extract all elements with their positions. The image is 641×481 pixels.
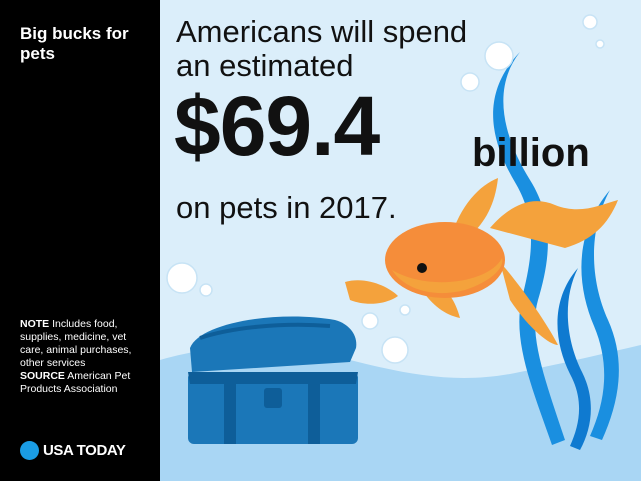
seaweed-icon bbox=[493, 52, 619, 450]
illustration-panel: Americans will spend an estimated $69.4 … bbox=[160, 0, 641, 481]
goldfish-icon bbox=[345, 178, 618, 345]
headline-line-2: an estimated bbox=[176, 48, 354, 83]
sidebar: Big bucks for pets NOTE Includes food, s… bbox=[0, 0, 160, 481]
headline-line-4: on pets in 2017. bbox=[176, 190, 397, 225]
bubble-icon bbox=[166, 14, 605, 364]
sidebar-note: NOTE Includes food, supplies, medicine, … bbox=[20, 318, 145, 396]
note-label: NOTE bbox=[20, 318, 50, 330]
aquarium-illustration bbox=[160, 14, 641, 481]
source-label: SOURCE bbox=[20, 370, 65, 382]
usa-today-logo: USA TODAY bbox=[20, 441, 126, 460]
headline-line-1: Americans will spend bbox=[176, 14, 468, 49]
note-text: Includes food, supplies, medicine, vet c… bbox=[20, 318, 132, 369]
headline-unit: billion bbox=[472, 131, 590, 175]
logo-text: USA TODAY bbox=[43, 442, 126, 459]
treasure-chest-icon bbox=[188, 316, 358, 444]
headline-amount: $69.4 bbox=[174, 79, 380, 173]
usa-today-dot-icon bbox=[20, 441, 39, 460]
source-text: American Pet Products Association bbox=[20, 370, 131, 395]
sidebar-title: Big bucks for pets bbox=[20, 24, 129, 63]
